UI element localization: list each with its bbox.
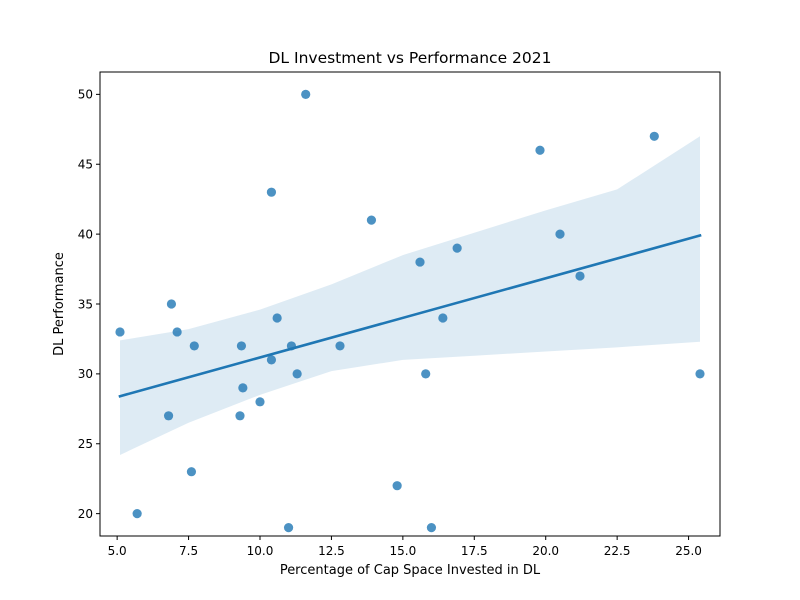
data-point [163, 411, 174, 421]
data-point [132, 509, 142, 519]
y-tick-label: 40 [78, 227, 93, 241]
y-tick-label: 30 [78, 367, 93, 381]
x-tick-label: 12.5 [318, 544, 345, 558]
data-point [189, 341, 199, 351]
y-tick-label: 35 [78, 297, 93, 311]
points-layer [115, 89, 705, 533]
data-point [172, 327, 182, 337]
data-point [438, 313, 448, 323]
y-axis-label: DL Performance [52, 252, 67, 356]
data-point [366, 215, 377, 225]
data-point [452, 243, 462, 253]
data-point [421, 369, 431, 379]
confidence-band-layer [120, 136, 700, 455]
data-point [255, 397, 265, 407]
y-tick-label: 20 [78, 507, 93, 521]
data-point [236, 341, 247, 351]
data-point [415, 257, 425, 267]
x-tick-label: 10.0 [247, 544, 274, 558]
x-tick-label: 15.0 [389, 544, 416, 558]
x-tick-label: 5.0 [108, 544, 127, 558]
confidence-band [120, 136, 700, 455]
data-point [266, 355, 277, 365]
regression-line [118, 233, 702, 398]
data-point [272, 313, 282, 323]
regression-line-layer [118, 233, 702, 398]
x-tick-label: 7.5 [179, 544, 198, 558]
chart-title: DL Investment vs Performance 2021 [269, 49, 552, 67]
data-point [235, 411, 245, 421]
data-point [426, 523, 437, 533]
data-point [301, 89, 311, 99]
x-tick-label: 17.5 [461, 544, 488, 558]
y-tick-label: 45 [78, 158, 93, 172]
data-point [695, 369, 705, 379]
data-point [186, 467, 197, 477]
data-point [575, 271, 585, 281]
data-point [649, 131, 659, 141]
data-point [292, 369, 302, 379]
y-tick-label: 50 [78, 88, 93, 102]
data-point [283, 523, 294, 533]
data-point [166, 299, 177, 309]
data-point [266, 187, 277, 197]
data-point [392, 481, 402, 491]
x-tick-label: 20.0 [532, 544, 559, 558]
y-axis-ticks: 20 25 30 35 40 45 50 [78, 88, 100, 521]
data-point [238, 383, 248, 393]
x-tick-label: 25.0 [675, 544, 702, 558]
data-point [335, 341, 345, 351]
x-axis-ticks: 5.0 7.5 10.0 12.5 15.0 17.5 20.0 22.5 25.0 [108, 536, 702, 558]
x-axis-label: Percentage of Cap Space Invested in DL [280, 563, 541, 578]
data-point [555, 229, 565, 239]
data-point [115, 327, 125, 337]
y-tick-label: 25 [78, 437, 93, 451]
x-tick-label: 22.5 [604, 544, 631, 558]
data-point [535, 145, 545, 155]
